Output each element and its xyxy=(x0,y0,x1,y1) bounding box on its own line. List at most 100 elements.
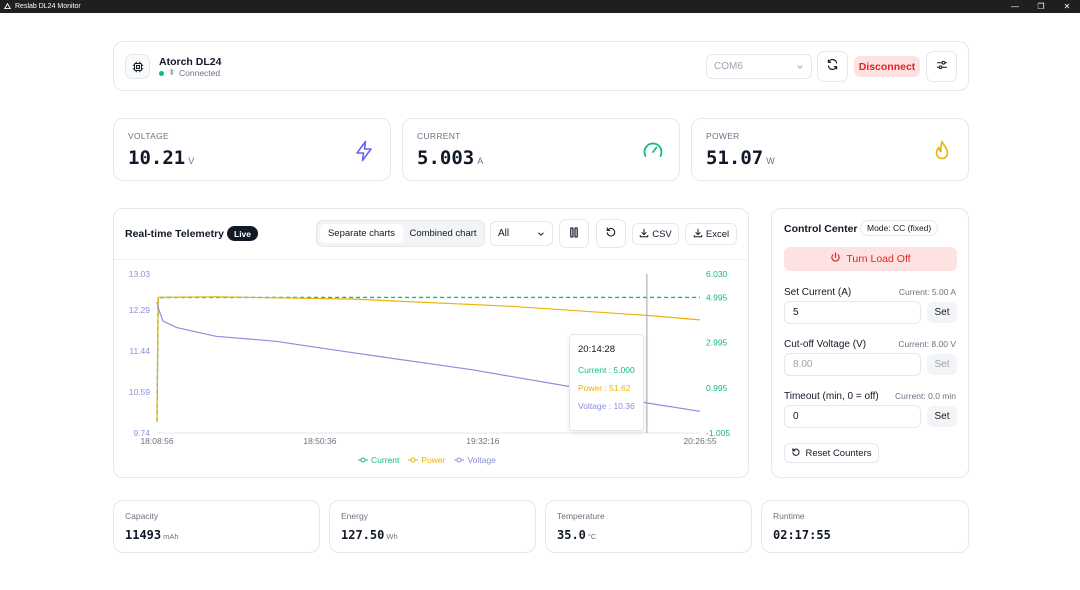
export-csv-button[interactable]: CSV xyxy=(632,223,679,245)
export-excel-button[interactable]: Excel xyxy=(685,223,737,245)
reset-counters-label: Reset Counters xyxy=(805,447,872,459)
legend-item-power[interactable]: Power xyxy=(408,455,445,465)
y-left-tick-label: 13.03 xyxy=(129,269,151,279)
lightning-icon xyxy=(352,139,376,163)
chart-divider xyxy=(114,259,748,260)
runtime-label: Runtime xyxy=(773,511,805,521)
combined-chart-option[interactable]: Combined chart xyxy=(404,224,482,243)
device-name: Atorch DL24 xyxy=(159,56,222,68)
legend-item-voltage[interactable]: Voltage xyxy=(454,455,496,465)
port-value: COM6 xyxy=(714,61,743,72)
legend-label-power: Power xyxy=(421,455,446,465)
flame-icon xyxy=(930,139,954,163)
y-right-tick-label: 6.030 xyxy=(706,269,728,279)
current-label: CURRENT xyxy=(417,131,461,141)
legend-marker-power xyxy=(408,457,419,463)
control-center-title: Control Center xyxy=(784,223,858,235)
refresh-ports-button[interactable] xyxy=(817,51,848,82)
energy-value: 127.50 xyxy=(341,528,385,542)
settings-button[interactable] xyxy=(926,51,957,82)
y-left-tick-label: 9.74 xyxy=(133,428,150,438)
x-tick-label: 18:50:36 xyxy=(303,436,336,446)
disconnect-button[interactable]: Disconnect xyxy=(854,56,920,77)
power-card: POWER 51.07 W xyxy=(691,118,969,181)
energy-unit: Wh xyxy=(386,532,398,541)
tooltip-current: Current : 5.000 xyxy=(578,365,635,375)
pause-icon xyxy=(569,225,579,243)
reset-chart-button[interactable] xyxy=(596,219,626,248)
power-unit: W xyxy=(766,156,775,166)
current-card: CURRENT 5.003 A xyxy=(402,118,680,181)
legend-item-current[interactable]: Current xyxy=(358,455,399,465)
telemetry-chart[interactable]: 13.03 12.29 11.44 10.59 9.74 6.030 4.995 2.995 0… xyxy=(114,260,748,450)
energy-label: Energy xyxy=(341,511,368,521)
energy-value-row: 127.50 Wh xyxy=(341,528,398,542)
timeout-input[interactable]: 0 xyxy=(784,405,921,428)
set-current-input[interactable]: 5 xyxy=(784,301,921,324)
set-current-button[interactable]: Set xyxy=(927,302,957,323)
port-select[interactable]: COM6 xyxy=(706,54,812,79)
current-unit: A xyxy=(477,156,484,166)
window-titlebar: Reslab DL24 Monitor — ❐ ✕ xyxy=(0,0,1080,13)
status-dot xyxy=(159,70,164,76)
separate-charts-option[interactable]: Separate charts xyxy=(320,224,403,243)
telemetry-card: Real-time Telemetry Live Separate charts… xyxy=(113,208,749,478)
capacity-value: 11493 xyxy=(125,528,162,542)
status-text: Connected xyxy=(179,68,221,78)
range-select[interactable]: All xyxy=(490,221,553,246)
current-value: 5.003 xyxy=(417,147,475,169)
close-button[interactable]: ✕ xyxy=(1063,2,1071,11)
gauge-icon xyxy=(641,139,665,163)
x-tick-label: 19:32:16 xyxy=(466,436,499,446)
window-title: Reslab DL24 Monitor xyxy=(15,3,81,10)
capacity-unit: mAh xyxy=(163,532,179,541)
window-controls: — ❐ ✕ xyxy=(1002,0,1080,13)
mode-badge: Mode: CC (fixed) xyxy=(860,220,939,236)
capacity-label: Capacity xyxy=(125,511,159,521)
chevron-down-icon xyxy=(537,230,545,241)
minimize-button[interactable]: — xyxy=(1011,2,1019,11)
timeout-set-button[interactable]: Set xyxy=(927,406,957,427)
y-left-tick-label: 12.29 xyxy=(129,305,151,315)
chart-view-toggle: Separate charts Combined chart xyxy=(316,220,485,247)
voltage-label: VOLTAGE xyxy=(128,131,169,141)
power-value: 51.07 xyxy=(706,147,764,169)
runtime-value: 02:17:55 xyxy=(773,528,831,542)
cutoff-voltage-set-button[interactable]: Set xyxy=(927,354,957,375)
temperature-card: Temperature 35.0 °C xyxy=(545,500,752,553)
chart-tooltip: 20:14:28 Current : 5.000 Power : 51.62 V… xyxy=(569,334,644,431)
reset-counters-button[interactable]: Reset Counters xyxy=(784,443,879,463)
runtime-value-row: 02:17:55 xyxy=(773,528,833,542)
download-icon xyxy=(693,228,703,241)
device-status: Connected xyxy=(159,68,220,78)
energy-card: Energy 127.50 Wh xyxy=(329,500,536,553)
y-right-tick-label: 2.995 xyxy=(706,338,728,348)
legend-label-voltage: Voltage xyxy=(467,455,496,465)
pause-button[interactable] xyxy=(559,219,589,248)
power-label: POWER xyxy=(706,131,740,141)
excel-label: Excel xyxy=(705,228,730,240)
series-line-current xyxy=(156,296,700,422)
temperature-label: Temperature xyxy=(557,511,605,521)
voltage-value-row: 10.21 V xyxy=(128,147,194,169)
legend-marker-current xyxy=(358,457,368,463)
chip-icon xyxy=(125,54,150,79)
live-badge: Live xyxy=(227,226,259,241)
timeout-current: Current: 0.0 min xyxy=(895,391,956,401)
capacity-card: Capacity 11493 mAh xyxy=(113,500,320,553)
turn-load-off-button[interactable]: Turn Load Off xyxy=(784,247,957,271)
maximize-button[interactable]: ❐ xyxy=(1037,2,1045,11)
control-center-card: Control Center Mode: CC (fixed) Turn Loa… xyxy=(771,208,969,478)
set-current-label: Set Current (A) xyxy=(784,287,852,298)
cutoff-voltage-input[interactable]: 8.00 xyxy=(784,353,921,376)
set-current-current: Current: 5.00 A xyxy=(898,287,956,297)
telemetry-title: Real-time Telemetry xyxy=(125,228,225,240)
runtime-card: Runtime 02:17:55 xyxy=(761,500,969,553)
csv-label: CSV xyxy=(652,228,672,240)
timeout-label: Timeout (min, 0 = off) xyxy=(784,391,879,402)
reset-icon xyxy=(791,447,801,460)
chevron-down-icon xyxy=(796,63,804,74)
voltage-unit: V xyxy=(188,156,195,166)
bluetooth-icon xyxy=(168,68,175,78)
voltage-card: VOLTAGE 10.21 V xyxy=(113,118,391,181)
